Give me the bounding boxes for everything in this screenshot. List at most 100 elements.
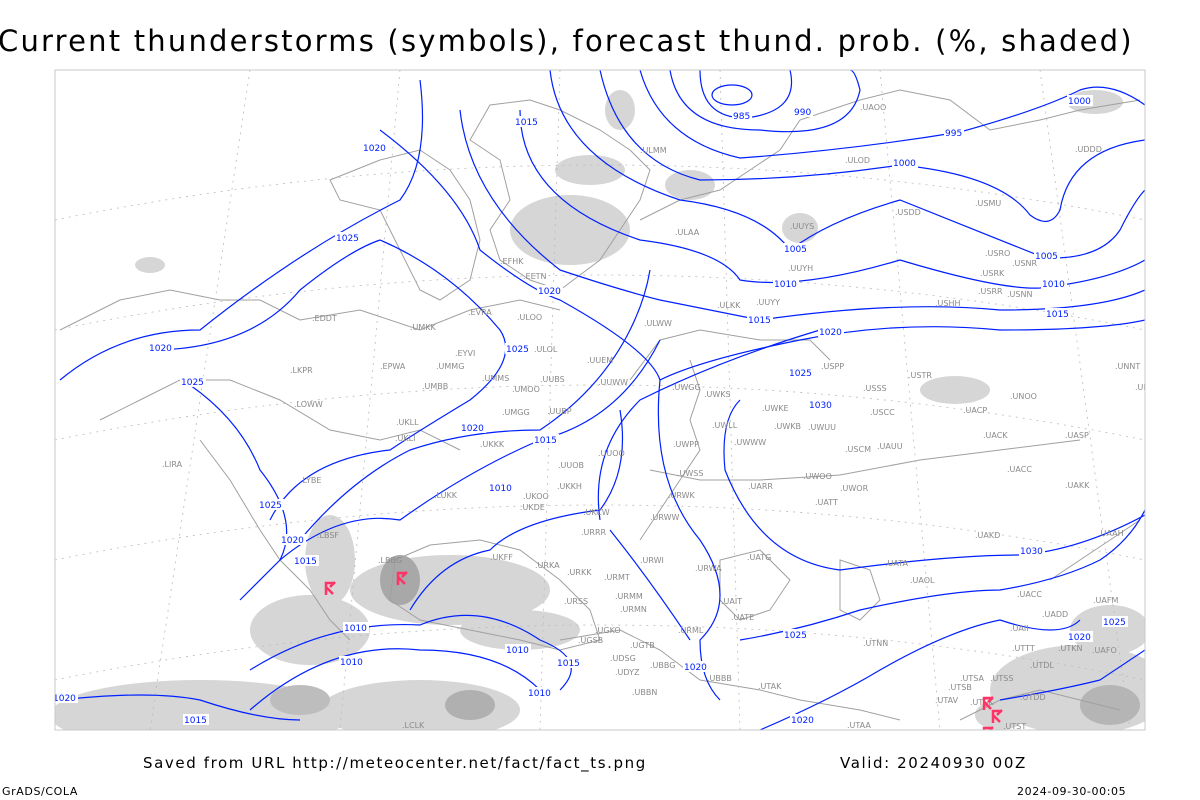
isobar-label: 1025 <box>336 234 359 244</box>
isobar-label: 990 <box>794 108 811 118</box>
thunderstorm-symbol <box>991 709 1003 723</box>
station-label: .UGTB <box>630 641 655 650</box>
isobar-label: 1000 <box>1068 97 1091 107</box>
station-label: .ULOL <box>534 345 558 354</box>
station-label: .EETN <box>523 272 547 281</box>
station-label: .UASP <box>1065 431 1089 440</box>
station-label: .EDDT <box>312 314 337 323</box>
station-label: .UKLL <box>396 418 419 427</box>
station-label: .UWPP <box>673 440 699 449</box>
valid-time-text: Valid: 20240930 00Z <box>840 754 1027 772</box>
station-label: .USSS <box>863 384 887 393</box>
map-title: Current thunderstorms (symbols), forecas… <box>0 24 1134 58</box>
isobar-labels: 985 990 995 1000 1000 1005 1005 1010 1010 1015 101… <box>53 95 1128 726</box>
isobar-label: 1015 <box>184 716 207 726</box>
station-label: .UBBG <box>650 661 675 670</box>
station-label: .UWWW <box>734 438 766 447</box>
station-label: .UWUU <box>808 423 836 432</box>
station-label: .UWOR <box>840 484 869 493</box>
station-label: .UKKH <box>557 482 582 491</box>
station-label: .UMMG <box>436 362 464 371</box>
isobar-label: 1010 <box>528 689 551 699</box>
station-label: .UUYS <box>790 222 814 231</box>
station-label: .UTAK <box>758 682 782 691</box>
station-label: .UTKN <box>1058 644 1083 653</box>
station-label: .USNN <box>1007 290 1032 299</box>
station-label: .USMU <box>975 199 1001 208</box>
station-label: .ULOO <box>517 313 542 322</box>
station-label: .UWKB <box>774 422 801 431</box>
isobar-label: 985 <box>733 112 750 122</box>
isobar-label: 1010 <box>340 658 363 668</box>
station-label: .UUOB <box>558 461 584 470</box>
isobar-label: 1025 <box>506 345 529 355</box>
isobar-label: 1025 <box>1103 618 1126 628</box>
station-label: .UTSA <box>960 674 985 683</box>
station-label: .UNNT <box>1115 362 1140 371</box>
station-label: .UWLL <box>712 421 738 430</box>
station-label: .USCM <box>845 445 871 454</box>
station-label: .UKCW <box>583 508 610 517</box>
station-label: .ULKK <box>717 301 741 310</box>
station-label: .LBSF <box>317 531 339 540</box>
station-label: .UACC <box>1007 465 1032 474</box>
isobar-label: 1005 <box>784 245 807 255</box>
station-label: .UAIT <box>721 597 742 606</box>
station-label: .UUYH <box>788 264 813 273</box>
thunderstorm-symbol <box>324 581 336 595</box>
station-label: .URKK <box>567 568 592 577</box>
isobar-label: 1025 <box>181 378 204 388</box>
isobar-label: 1020 <box>791 716 814 726</box>
thunderstorm-probability-shading <box>55 90 1145 730</box>
station-label: .URRR <box>581 528 607 537</box>
station-label: .UATA <box>885 559 909 568</box>
station-label: .USHH <box>935 299 961 308</box>
coastlines-borders <box>59 89 1141 721</box>
station-label: .EFHK <box>500 257 524 266</box>
isobar-label: 1025 <box>789 369 812 379</box>
isobar-label: 1010 <box>489 484 512 494</box>
station-label: .UBBB <box>707 674 732 683</box>
station-label: .UKOO <box>523 492 549 501</box>
station-label: .LKPR <box>290 366 313 375</box>
station-label: .UMGG <box>502 408 530 417</box>
station-label: .UAAH <box>1098 529 1124 538</box>
station-label: .EVRA <box>468 308 492 317</box>
station-label: .URWI <box>640 556 664 565</box>
isobar-label: 1010 <box>506 646 529 656</box>
station-label: .URMT <box>604 573 630 582</box>
isobar-label: 1025 <box>259 501 282 511</box>
station-label: .UAKK <box>1065 481 1090 490</box>
station-label: .UWSS <box>677 469 703 478</box>
isobar-label: 1020 <box>149 344 172 354</box>
station-label: .LOWW <box>294 400 323 409</box>
station-label: .UUYY <box>756 298 780 307</box>
station-label: .LCLK <box>402 721 425 730</box>
isobar-label: 1010 <box>344 624 367 634</box>
station-label: .UTAA <box>847 721 871 730</box>
station-label: .UAFM <box>1093 596 1118 605</box>
isobar-label: 1020 <box>53 694 76 704</box>
station-label: .UGKO <box>595 626 621 635</box>
station-label: .ULAA <box>675 228 700 237</box>
isobar-label: 1010 <box>774 280 797 290</box>
station-label: .UUEM <box>587 356 613 365</box>
station-label: .UAOL <box>910 576 935 585</box>
station-label: .ULWW <box>644 319 672 328</box>
source-url-text: Saved from URL http://meteocenter.net/fa… <box>143 754 647 772</box>
station-label: .UTTT <box>1012 644 1035 653</box>
station-label: .UACC <box>1017 590 1042 599</box>
station-label: .UTDD <box>1020 693 1046 702</box>
station-label: .ULMM <box>640 146 667 155</box>
station-label: .UKDE <box>520 503 545 512</box>
station-label: .UMKK <box>410 323 437 332</box>
station-label: .UARR <box>748 482 773 491</box>
station-label: .UADD <box>1042 610 1068 619</box>
station-label: .USRR <box>978 287 1003 296</box>
station-label: .UWOO <box>803 472 832 481</box>
isobar-label: 1000 <box>893 159 916 169</box>
station-label: .UWGG <box>672 383 701 392</box>
station-label: .URMM <box>615 592 643 601</box>
isobar-label: 1030 <box>809 401 832 411</box>
station-label: .UACP <box>963 406 987 415</box>
